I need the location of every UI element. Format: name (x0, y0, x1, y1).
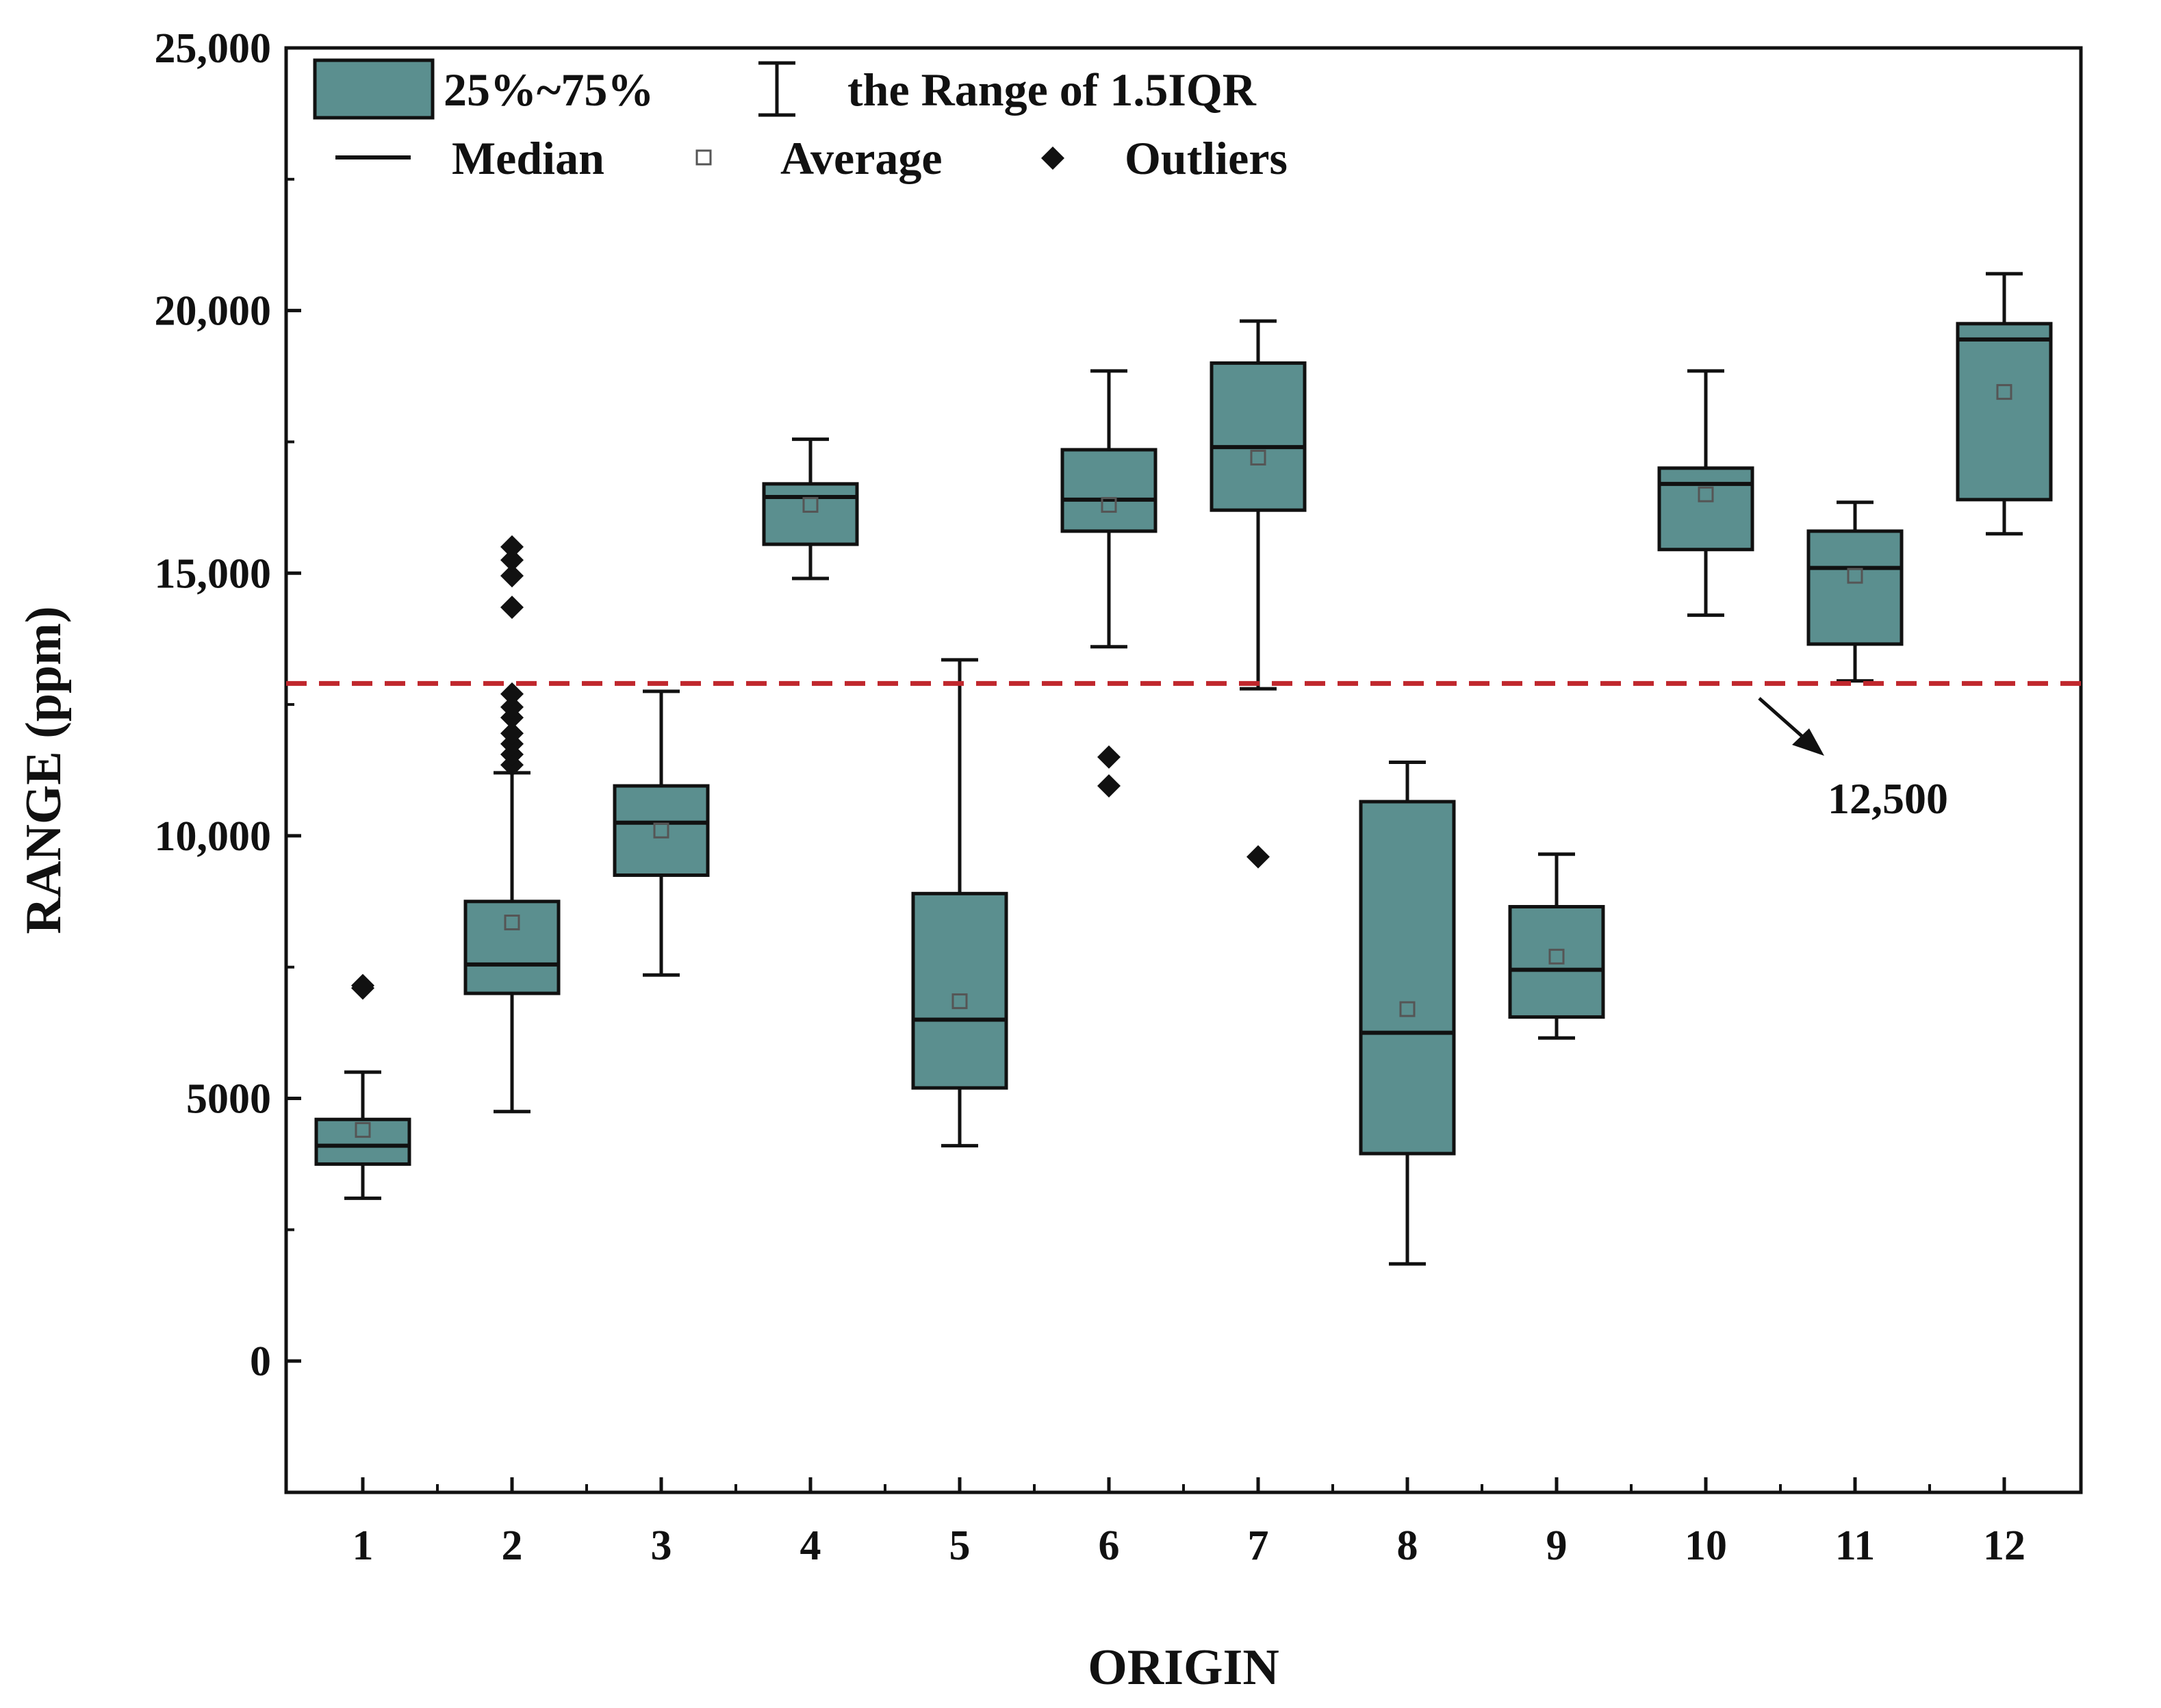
box-group-origin-10 (1657, 369, 1754, 617)
mean-marker (1847, 568, 1863, 584)
iqr-box (1359, 800, 1456, 1156)
iqr-box (1956, 322, 2053, 502)
y-axis-ticks: 0 5000 10,000 15,000 20,000 25,000 (155, 25, 301, 1385)
x-tick-label: 7 (1248, 1522, 1269, 1569)
x-axis-title: ORIGIN (1088, 1640, 1279, 1696)
mean-marker (802, 497, 819, 513)
x-tick-label: 12 (1983, 1522, 2025, 1569)
x-tick-label: 10 (1685, 1522, 1727, 1569)
outlier-point (351, 973, 374, 997)
x-tick-label: 4 (800, 1522, 821, 1569)
mean-marker (1250, 449, 1266, 466)
x-tick-label: 9 (1546, 1522, 1568, 1569)
y-tick-label: 0 (250, 1338, 271, 1385)
outlier-point (1097, 745, 1121, 769)
iqr-box (314, 1117, 411, 1166)
legend-box-swatch (313, 58, 435, 120)
outlier-point (1246, 845, 1270, 869)
iqr-box (1508, 904, 1605, 1019)
outlier-point (500, 722, 524, 745)
legend-outlier-label: Outliers (1125, 132, 1288, 184)
x-tick-label: 2 (502, 1522, 523, 1569)
box-group-origin-6 (1060, 369, 1158, 798)
box-group-origin-5 (911, 658, 1008, 1148)
mean-marker (1698, 486, 1714, 502)
outlier-point (500, 682, 524, 706)
x-tick-label: 11 (1835, 1522, 1876, 1569)
iqr-box (1210, 361, 1307, 512)
legend-outlier-swatch (1041, 146, 1064, 170)
mean-marker (1548, 948, 1565, 965)
reference-arrow-head (1792, 728, 1824, 756)
plot-frame (284, 46, 2083, 1494)
outlier-point (500, 695, 524, 719)
outlier-point (500, 564, 524, 588)
y-axis-title: RANGE (ppm) (16, 607, 72, 934)
y-tick-label: 25,000 (155, 25, 272, 72)
y-tick-label: 15,000 (155, 550, 272, 597)
box-group-origin-12 (1956, 272, 2053, 536)
x-tick-label: 5 (949, 1522, 971, 1569)
legend-mean-label: Average (780, 132, 943, 184)
mean-marker (951, 993, 968, 1010)
outlier-point (500, 535, 524, 559)
x-tick-label: 1 (353, 1522, 374, 1569)
y-tick-label: 20,000 (155, 288, 272, 335)
box-group-origin-2 (463, 535, 561, 1114)
x-tick-label: 6 (1099, 1522, 1120, 1569)
y-tick-label: 10,000 (155, 813, 272, 860)
box-group-origin-7 (1210, 319, 1307, 869)
mean-marker (355, 1122, 371, 1138)
iqr-box (613, 784, 710, 877)
reference-arrow-shaft (1758, 697, 1808, 742)
legend-whisker-label: the Range of 1.5IQR (847, 64, 1257, 116)
legend: 25%~75% the Range of 1.5IQR Median Avera… (313, 58, 1288, 184)
box-series (314, 272, 2053, 1266)
box-group-origin-9 (1508, 852, 1605, 1040)
mean-marker (653, 822, 669, 839)
outlier-point (1097, 774, 1121, 798)
reference-line-label: 12,500 (1828, 774, 1948, 823)
box-group-origin-1 (314, 973, 411, 1200)
legend-box-label: 25%~75% (444, 64, 654, 116)
box-group-origin-8 (1359, 760, 1456, 1266)
mean-marker (1399, 1001, 1416, 1017)
box-group-origin-11 (1806, 500, 1904, 683)
x-axis-ticks: 1 2 3 4 5 6 7 8 9 10 11 12 (353, 1477, 2025, 1569)
iqr-box (1657, 466, 1754, 552)
mean-marker (504, 915, 520, 931)
mean-marker (1996, 384, 2012, 400)
outlier-point (500, 596, 524, 620)
legend-mean-swatch (695, 149, 712, 166)
iqr-box (463, 900, 561, 995)
iqr-box (1806, 529, 1904, 646)
iqr-box (1060, 448, 1158, 533)
mean-marker (1101, 497, 1117, 513)
outlier-point (500, 548, 524, 572)
y-tick-label: 5000 (186, 1076, 271, 1123)
iqr-box (911, 891, 1008, 1090)
iqr-box (762, 482, 859, 546)
box-group-origin-4 (762, 437, 859, 581)
legend-median-label: Median (452, 132, 604, 184)
box-group-origin-3 (613, 689, 710, 977)
x-tick-label: 3 (651, 1522, 672, 1569)
x-tick-label: 8 (1397, 1522, 1418, 1569)
legend-whisker-swatch (758, 61, 795, 117)
